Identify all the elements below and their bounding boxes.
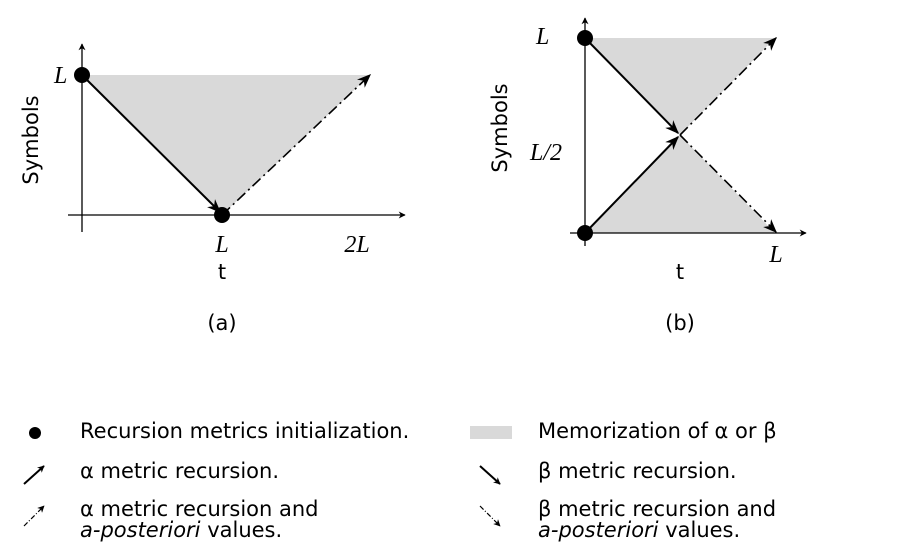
legend-swatch: [470, 426, 512, 439]
panel-label: (b): [665, 311, 695, 335]
legend-emphasis: a-posteriori: [538, 518, 659, 542]
legend-text: α metric recursion.: [80, 459, 279, 483]
legend-text: β metric recursion.: [538, 459, 737, 483]
legend-emphasis: a-posteriori: [80, 518, 201, 542]
beta-arrow: [81, 74, 221, 213]
legend-tail: values.: [659, 518, 741, 542]
beta-dashed-arrow: [679, 134, 777, 233]
legend-tail: values.: [201, 518, 283, 542]
memory-region: [585, 135, 775, 233]
init-dot: [214, 207, 230, 223]
alpha-arrow: [584, 135, 679, 234]
x-tick-label: L: [768, 242, 782, 268]
y-axis-label: Symbols: [19, 95, 43, 184]
y-tick-label: L: [535, 24, 549, 50]
legend-text: a-posteriori values.: [538, 518, 740, 542]
memory-region: [82, 75, 370, 215]
init-dot: [577, 225, 593, 241]
init-dot: [74, 67, 90, 83]
panel-b: L L/2 Symbols L t (b): [488, 17, 807, 335]
memory-region: [585, 38, 775, 135]
legend: Recursion metrics initialization. Memori…: [23, 419, 777, 542]
x-axis-label: t: [218, 260, 226, 284]
legend-text: Memorization of α or β: [538, 419, 777, 443]
legend-alpha-dashed-arrow: [23, 505, 45, 527]
init-dot: [577, 30, 593, 46]
legend-alpha-arrow: [23, 465, 45, 485]
legend-beta-arrow: [479, 465, 501, 485]
x-tick-label: 2L: [344, 232, 369, 258]
beta-arrow: [584, 37, 679, 135]
panel-label: (a): [207, 311, 236, 335]
legend-text: β metric recursion and: [538, 497, 776, 521]
alpha-dashed-arrow: [679, 37, 777, 136]
x-axis-label: t: [676, 260, 684, 284]
alpha-dashed-arrow: [221, 74, 372, 216]
legend-beta-dashed-arrow: [479, 505, 501, 527]
legend-text: Recursion metrics initialization.: [80, 419, 409, 443]
legend-dot: [29, 427, 41, 439]
panel-a: L Symbols L 2L t (a): [19, 43, 406, 335]
legend-text: a-posteriori values.: [80, 518, 282, 542]
y-tick-label: L/2: [529, 140, 562, 166]
y-tick-label: L: [53, 63, 67, 89]
x-tick-label: L: [214, 232, 228, 258]
legend-text: α metric recursion and: [80, 497, 319, 521]
y-axis-label: Symbols: [488, 83, 512, 172]
